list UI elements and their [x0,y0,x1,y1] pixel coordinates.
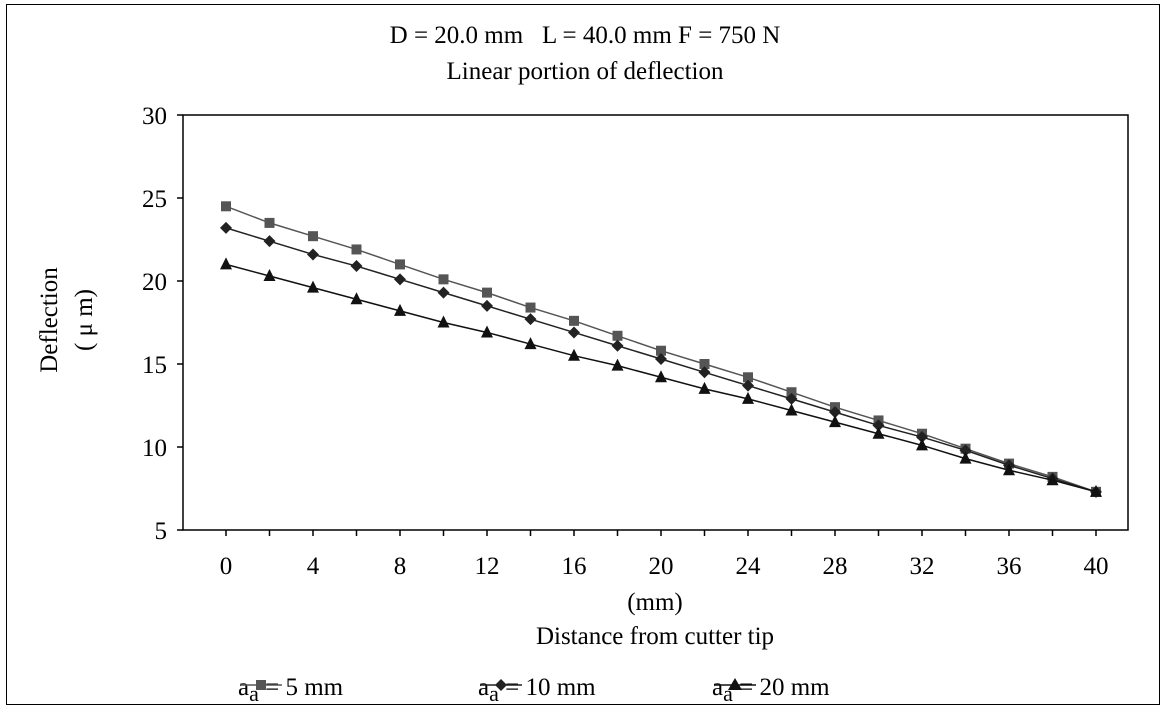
x-tick-label: 40 [1084,553,1109,580]
data-point-diamond [655,353,667,366]
data-point-triangle [959,451,972,464]
legend-label-series-1: aa = 5 mm [238,674,344,706]
data-point-diamond [916,431,928,444]
series-2 [220,221,1102,498]
data-point-square [438,274,449,285]
x-tick-label: 20 [649,553,674,580]
data-point-square [221,201,231,212]
x-tick-label: 4 [307,553,320,580]
data-point-triangle [524,337,537,350]
data-point-square [482,287,492,298]
data-point-diamond [350,260,363,273]
data-point-triangle [742,391,754,404]
series-3 [220,257,1102,497]
x-tick-label: 36 [997,553,1022,580]
data-point-triangle [916,438,928,451]
legend-item-series-2: aa = 10 mm [478,674,596,707]
plot-border [182,114,1129,531]
data-point-square [569,315,579,326]
x-tick-label: 24 [736,553,762,580]
x-tick-label: 0 [220,553,233,580]
legend-key-triangle [714,678,756,690]
x-axis-unit: (mm) [627,589,683,616]
y-tick-label: 10 [142,435,167,462]
data-point-diamond [220,221,232,234]
data-point-diamond [829,406,841,419]
chart-frame [6,4,1160,705]
legend-label-series-3: aa = 20 mm [712,674,830,706]
y-tick-label: 5 [155,518,168,545]
data-point-diamond [611,339,624,352]
data-point-triangle [437,315,450,328]
data-point-square [525,302,536,313]
data-point-diamond [437,286,450,299]
data-point-triangle [655,370,667,383]
data-point-diamond [263,235,276,248]
legend-item-series-3: aa = 20 mm [712,674,830,707]
x-tick-label: 28 [823,553,848,580]
x-tick-label: 12 [475,553,500,580]
x-tick-label: 8 [394,553,407,580]
x-tick-label: 32 [910,553,935,580]
data-point-diamond [307,248,319,261]
plot-area [220,201,1102,498]
x-axis-label: Distance from cutter tip [536,623,774,650]
data-point-triangle [481,325,493,338]
data-point-triangle [698,381,711,394]
data-point-triangle [307,280,319,293]
data-point-diamond [698,366,711,379]
data-point-square [395,259,405,270]
y-tick-label: 15 [142,352,167,379]
data-point-diamond [568,326,580,339]
data-point-square [612,330,623,341]
data-point-diamond [524,313,537,326]
axes [177,114,1129,536]
data-point-triangle [568,348,580,361]
data-point-triangle [394,303,406,316]
y-axis-unit: ( μ m) [71,289,98,351]
data-point-triangle [785,403,798,416]
data-point-triangle [350,292,363,305]
data-point-square [308,231,318,242]
legend: aa = 5 mm aa = 10 mm aa = 20 mm [0,674,1170,707]
legend-item-series-1: aa = 5 mm [238,674,343,707]
data-point-triangle [1046,473,1059,486]
chart-title: D = 20.0 mm L = 40.0 mm F = 750 N [389,22,781,49]
x-tick-label: 16 [562,553,587,580]
data-point-diamond [394,273,406,286]
data-point-square [264,217,275,228]
data-point-diamond [481,299,493,312]
data-point-triangle [829,415,841,428]
data-point-diamond [872,419,885,432]
data-point-triangle [872,426,885,439]
data-point-triangle [611,358,624,371]
data-point-triangle [1003,463,1015,476]
data-point-square [656,345,666,356]
legend-key-diamond [480,679,522,691]
data-point-diamond [959,444,972,457]
data-point-triangle [220,257,232,270]
data-point-triangle [1090,484,1102,497]
data-point-square [699,359,710,369]
data-point-diamond [742,379,754,392]
data-point-square [351,244,362,255]
y-tick-label: 30 [142,103,167,130]
data-point-square [743,372,753,383]
y-tick-label: 20 [142,269,167,296]
data-point-triangle [263,269,276,282]
legend-label-series-2: aa = 10 mm [478,674,596,706]
chart-subtitle: Linear portion of deflection [446,58,724,85]
data-point-diamond [785,392,798,405]
tick-labels: 5 10 15 20 25 30 0 4 8 12 16 20 24 28 32 36 40 [142,103,1109,580]
legend-key-square [240,680,282,690]
data-point-square [786,387,797,398]
y-tick-label: 25 [142,186,167,213]
y-axis-label: Deflection [36,267,63,373]
